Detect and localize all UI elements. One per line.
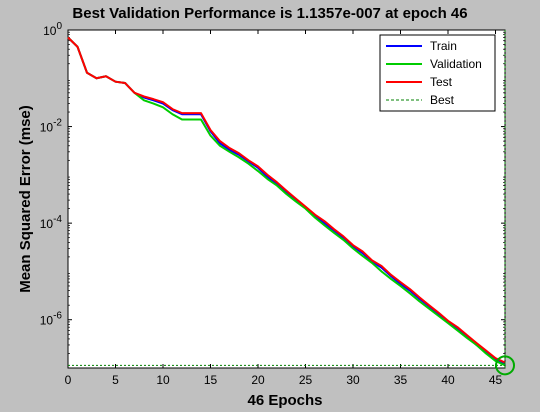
x-tick-label: 25 bbox=[299, 373, 313, 387]
legend-label-train: Train bbox=[430, 39, 457, 53]
chart-title: Best Validation Performance is 1.1357e-0… bbox=[72, 5, 467, 22]
y-tick-label: 100 bbox=[43, 21, 62, 38]
y-tick-label: 10-6 bbox=[40, 311, 63, 328]
x-tick-label: 40 bbox=[441, 373, 455, 387]
legend-box bbox=[379, 34, 496, 112]
legend-label-test: Test bbox=[430, 75, 453, 89]
x-tick-label: 30 bbox=[346, 373, 360, 387]
x-tick-label: 35 bbox=[394, 373, 408, 387]
x-axis-ticks: 0 5 10 15 20 25 30 35 40 45 bbox=[65, 30, 503, 387]
x-tick-label: 0 bbox=[65, 373, 72, 387]
y-tick-label: 10-4 bbox=[40, 214, 63, 231]
x-tick-label: 15 bbox=[204, 373, 218, 387]
series-line-test bbox=[67, 36, 506, 364]
x-tick-label: 20 bbox=[251, 373, 265, 387]
x-tick-label: 45 bbox=[489, 373, 503, 387]
series-line-validation bbox=[67, 36, 506, 367]
legend: Train Validation Test Best bbox=[379, 34, 496, 112]
legend-label-best: Best bbox=[430, 93, 455, 107]
x-tick-label: 5 bbox=[112, 373, 119, 387]
y-axis-ticks: 100 10-2 10-4 10-6 bbox=[40, 21, 505, 354]
x-axis-label: 46 Epochs bbox=[247, 392, 322, 409]
legend-label-validation: Validation bbox=[430, 57, 482, 71]
y-tick-label: 10-2 bbox=[40, 118, 63, 135]
best-point-marker bbox=[495, 355, 515, 376]
series-layer bbox=[67, 30, 515, 376]
x-tick-label: 10 bbox=[156, 373, 170, 387]
y-axis-label: Mean Squared Error (mse) bbox=[17, 105, 34, 293]
